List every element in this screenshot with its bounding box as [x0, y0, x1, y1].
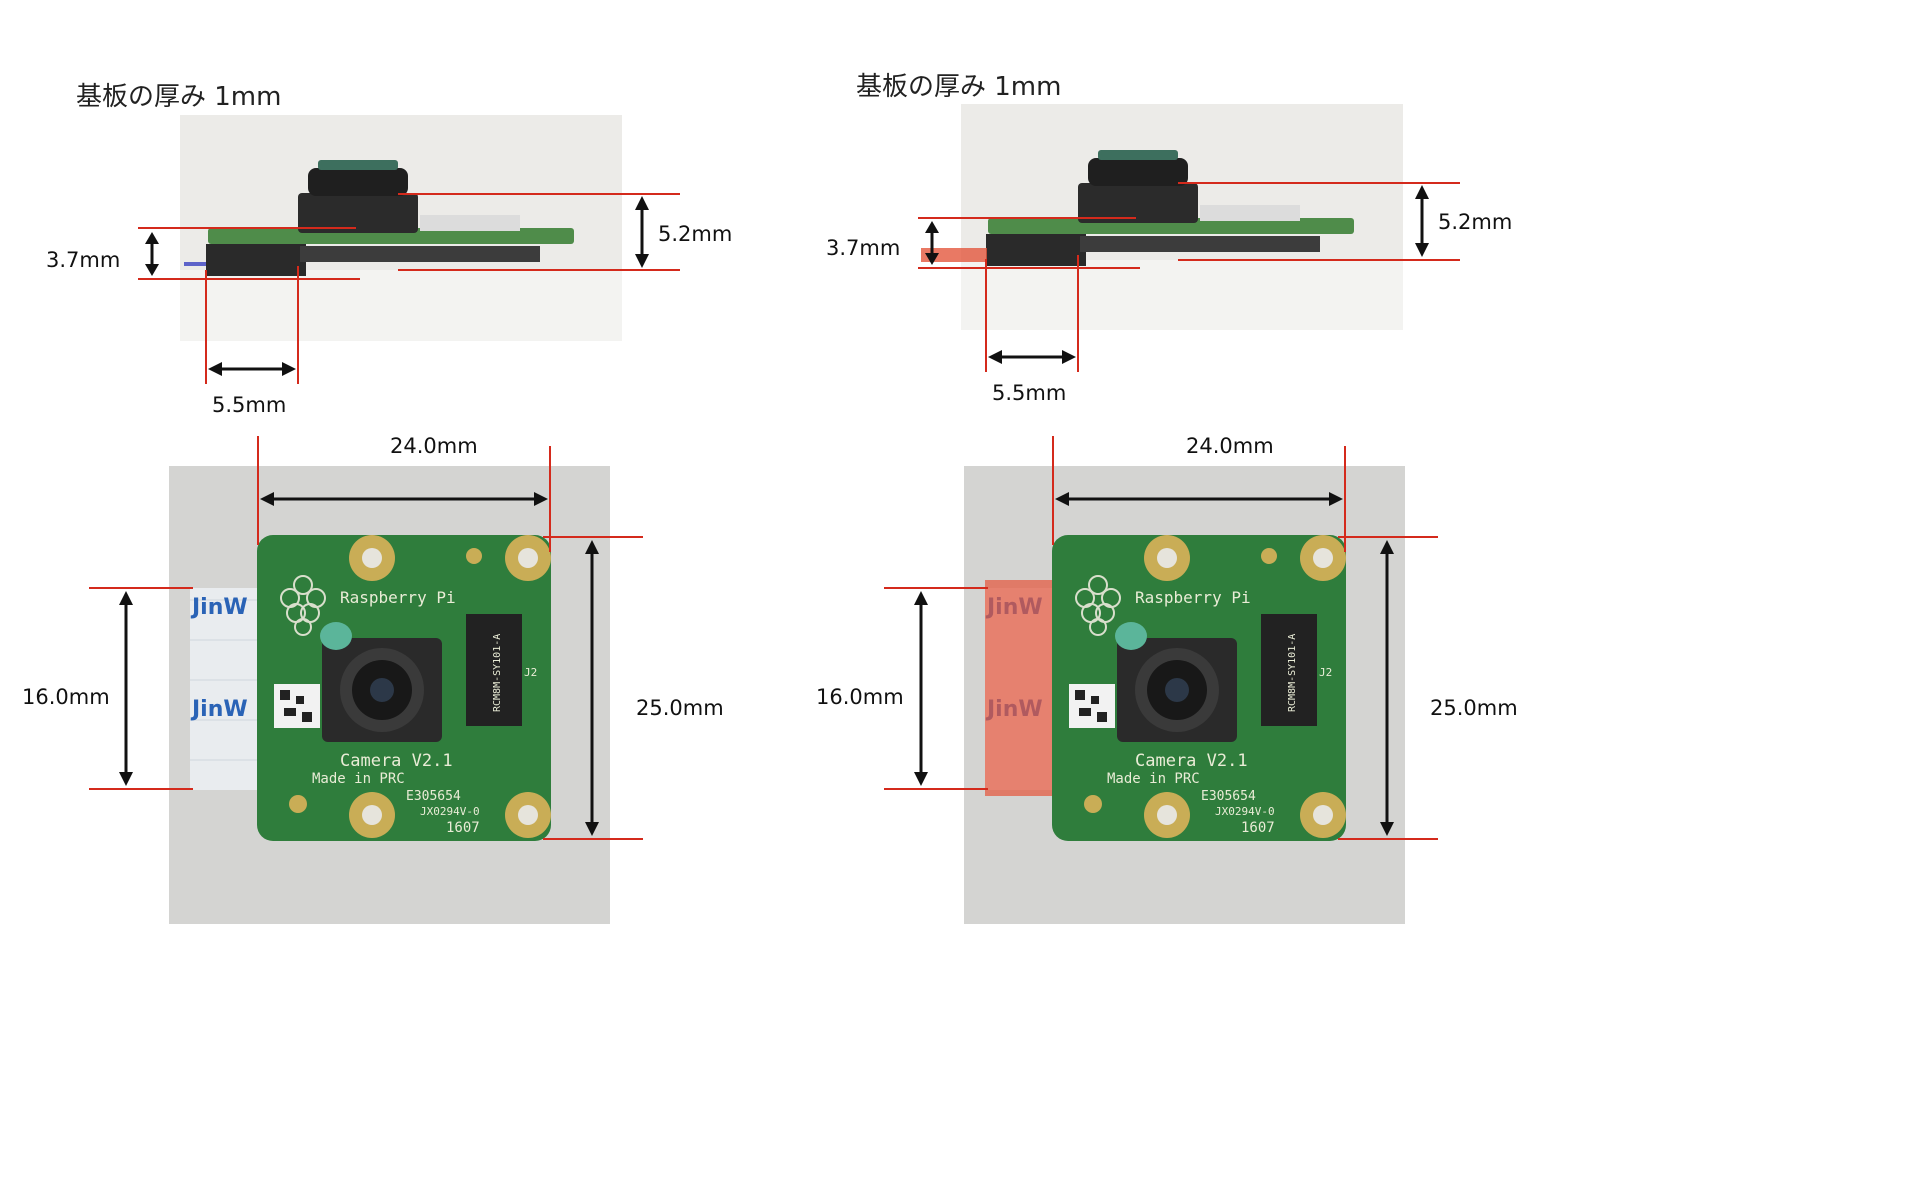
top-width-label: 24.0mm — [390, 434, 478, 458]
connector-print: J2 — [1319, 666, 1332, 679]
top-measure-lines — [884, 436, 1438, 840]
side-connector-width-label: 5.5mm — [992, 381, 1067, 405]
top-arrows — [914, 492, 1394, 836]
raspberry-logo — [1075, 575, 1121, 636]
lens-tab — [320, 622, 352, 650]
side-arrows — [925, 185, 1429, 364]
sensor-print: RCM8M-SY101-A — [492, 634, 503, 712]
top-measure-lines — [89, 436, 643, 840]
raspberry-logo — [280, 575, 326, 636]
cable-width-label: 16.0mm — [22, 685, 110, 709]
connector-print: J2 — [524, 666, 537, 679]
side-height-large-label: 5.2mm — [658, 222, 733, 246]
board-thickness-label: 基板の厚み 1mm — [856, 72, 1062, 102]
date-print: 1607 — [446, 820, 480, 836]
panel-right: 基板の厚み 1mm 3.7mm 5.2mm 5.5mm 24.0mm 25.0m… — [796, 0, 1580, 990]
brand-print: Raspberry Pi — [340, 588, 456, 607]
sensor-print: RCM8M-SY101-A — [1287, 634, 1298, 712]
camera-pcb: Raspberry Pi RCM8M-SY101-A J2 Camera V2.… — [1052, 535, 1346, 841]
ribbon-cable: JinW JinW — [985, 580, 1057, 796]
date-print: 1607 — [1241, 820, 1275, 836]
top-height-label: 25.0mm — [636, 696, 724, 720]
cable-highlight — [985, 580, 1055, 796]
top-width-label: 24.0mm — [1186, 434, 1274, 458]
side-measure-lines — [138, 193, 680, 384]
cert-print: E305654 — [1201, 789, 1256, 804]
side-measure-lines — [918, 182, 1460, 372]
model-print: Camera V2.1 — [1135, 751, 1248, 771]
brand-print: Raspberry Pi — [1135, 588, 1251, 607]
cert-print: E305654 — [406, 789, 461, 804]
sensor-flex — [1261, 614, 1317, 726]
side-height-small-label: 3.7mm — [826, 236, 901, 260]
board-thickness-label: 基板の厚み 1mm — [76, 82, 282, 112]
side-height-small-label: 3.7mm — [46, 248, 121, 272]
origin-print: Made in PRC — [312, 771, 405, 787]
origin-print: Made in PRC — [1107, 771, 1200, 787]
camera-pcb: Raspberry Pi RCM8M-SY101-A J2 Camera V2.… — [257, 535, 551, 841]
lens-tab — [1115, 622, 1147, 650]
side-height-large-label: 5.2mm — [1438, 210, 1513, 234]
cable-width-label: 16.0mm — [816, 685, 904, 709]
panel-left-drawing: JinW JinW Raspberry Pi RCM8M-SY101-A J2 — [89, 115, 680, 924]
ribbon-cable: JinW JinW — [190, 588, 262, 790]
code-print: JX0294V-0 — [420, 805, 480, 818]
cable-print-2: JinW — [190, 697, 248, 722]
cable-highlight-side — [921, 248, 987, 262]
model-print: Camera V2.1 — [340, 751, 453, 771]
side-view-photo — [921, 104, 1403, 330]
side-connector-width-label: 5.5mm — [212, 393, 287, 417]
top-arrows — [119, 492, 599, 836]
sensor-flex — [466, 614, 522, 726]
cable-print-1: JinW — [190, 595, 248, 620]
code-print: JX0294V-0 — [1215, 805, 1275, 818]
panel-right-drawing: JinW JinW Raspberry Pi RCM8M-SY101-A J2 — [884, 104, 1460, 924]
panel-left: 基板の厚み 1mm 3.7mm 5.2mm 5.5mm 24.0mm 25.0m… — [0, 0, 784, 990]
side-arrows — [145, 196, 649, 376]
top-height-label: 25.0mm — [1430, 696, 1518, 720]
